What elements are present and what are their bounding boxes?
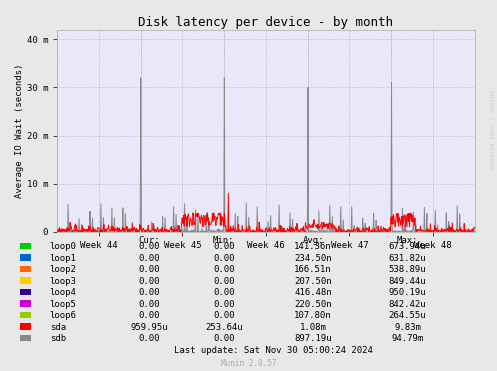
Text: 0.00: 0.00	[138, 311, 160, 320]
Text: 0.00: 0.00	[138, 265, 160, 274]
Text: 253.64u: 253.64u	[205, 323, 243, 332]
Text: Munin 2.0.57: Munin 2.0.57	[221, 359, 276, 368]
Text: Max:: Max:	[397, 236, 418, 244]
Text: loop0: loop0	[50, 242, 77, 251]
Text: 220.50n: 220.50n	[294, 300, 332, 309]
Text: Min:: Min:	[213, 236, 235, 244]
Text: 0.00: 0.00	[138, 254, 160, 263]
Y-axis label: Average IO Wait (seconds): Average IO Wait (seconds)	[15, 63, 24, 198]
Text: 631.82u: 631.82u	[389, 254, 426, 263]
Text: 234.50n: 234.50n	[294, 254, 332, 263]
Text: Cur:: Cur:	[138, 236, 160, 244]
Text: 416.48n: 416.48n	[294, 288, 332, 297]
Text: loop1: loop1	[50, 254, 77, 263]
Text: 94.79m: 94.79m	[392, 334, 423, 343]
Text: 264.55u: 264.55u	[389, 311, 426, 320]
Text: 849.44u: 849.44u	[389, 277, 426, 286]
Text: loop5: loop5	[50, 300, 77, 309]
Text: loop2: loop2	[50, 265, 77, 274]
Text: 107.80n: 107.80n	[294, 311, 332, 320]
Text: 0.00: 0.00	[213, 300, 235, 309]
Text: 0.00: 0.00	[213, 265, 235, 274]
Text: loop3: loop3	[50, 277, 77, 286]
Text: 141.36n: 141.36n	[294, 242, 332, 251]
Text: 0.00: 0.00	[138, 242, 160, 251]
Text: 0.00: 0.00	[213, 334, 235, 343]
Text: 842.42u: 842.42u	[389, 300, 426, 309]
Title: Disk latency per device - by month: Disk latency per device - by month	[138, 16, 394, 29]
Text: 0.00: 0.00	[138, 288, 160, 297]
Text: 0.00: 0.00	[213, 242, 235, 251]
Text: Last update: Sat Nov 30 05:00:24 2024: Last update: Sat Nov 30 05:00:24 2024	[174, 346, 373, 355]
Text: sda: sda	[50, 323, 66, 332]
Text: loop6: loop6	[50, 311, 77, 320]
Text: 207.50n: 207.50n	[294, 277, 332, 286]
Text: 0.00: 0.00	[138, 300, 160, 309]
Text: 9.83m: 9.83m	[394, 323, 421, 332]
Text: 0.00: 0.00	[213, 254, 235, 263]
Text: 0.00: 0.00	[138, 277, 160, 286]
Text: loop4: loop4	[50, 288, 77, 297]
Text: 950.19u: 950.19u	[389, 288, 426, 297]
Text: 673.94u: 673.94u	[389, 242, 426, 251]
Text: 538.89u: 538.89u	[389, 265, 426, 274]
Text: RDTOOL / TOBI OETIKER: RDTOOL / TOBI OETIKER	[488, 91, 493, 169]
Text: 0.00: 0.00	[213, 311, 235, 320]
Text: 166.51n: 166.51n	[294, 265, 332, 274]
Text: sdb: sdb	[50, 334, 66, 343]
Text: 897.19u: 897.19u	[294, 334, 332, 343]
Text: 0.00: 0.00	[138, 334, 160, 343]
Text: 0.00: 0.00	[213, 288, 235, 297]
Text: Avg:: Avg:	[302, 236, 324, 244]
Text: 959.95u: 959.95u	[130, 323, 168, 332]
Text: 1.08m: 1.08m	[300, 323, 327, 332]
Text: 0.00: 0.00	[213, 277, 235, 286]
